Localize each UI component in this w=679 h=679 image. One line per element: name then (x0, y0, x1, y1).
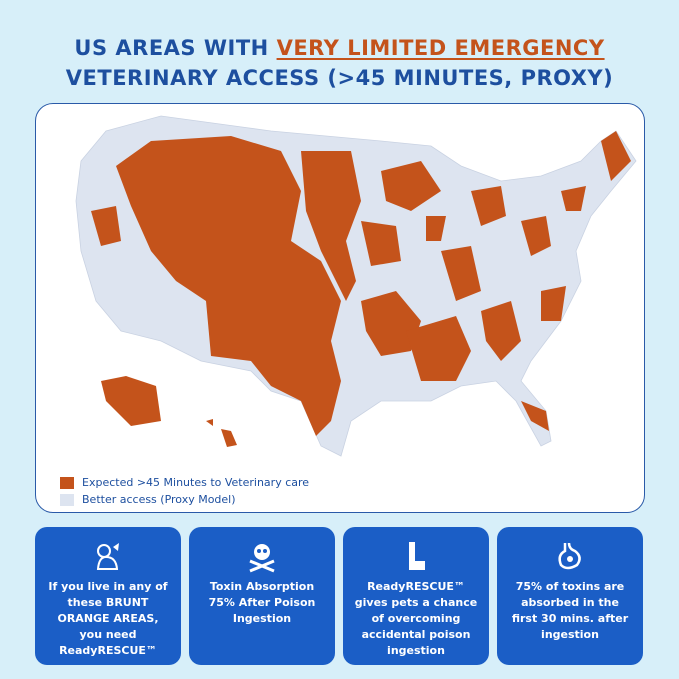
limited-area (601, 131, 631, 181)
limited-area (406, 316, 471, 381)
limited-area (361, 291, 421, 356)
legend-swatch (60, 493, 74, 506)
limited-area (361, 221, 401, 266)
product-icon (409, 542, 425, 570)
card-text: 75% of toxins are absorbed in the first … (511, 580, 629, 641)
limited-area (206, 419, 237, 447)
legend-label: Better access (Proxy Model) (82, 493, 236, 506)
limited-area (541, 286, 566, 321)
legend-item: Better access (Proxy Model) (60, 493, 236, 506)
legend-swatch (60, 476, 74, 489)
info-card: If you live in any of these BRUNT ORANGE… (35, 527, 181, 665)
limited-area (441, 246, 481, 301)
info-card: 75% of toxins are absorbed in the first … (497, 527, 643, 665)
map-card: Expected >45 Minutes to Veterinary care … (35, 103, 645, 513)
us-map (75, 115, 637, 457)
title-prefix: US AREAS WITH (74, 36, 269, 60)
card-text: ReadyRESCUE™ gives pets a chance of over… (354, 580, 478, 657)
limited-area (426, 216, 446, 241)
title-highlight: VERY LIMITED EMERGENCY (276, 36, 605, 60)
limited-area (301, 151, 361, 301)
title-line-2: VETERINARY ACCESS (>45 MINUTES, PROXY) (65, 66, 614, 90)
limited-area (381, 161, 441, 211)
limited-area (521, 216, 551, 256)
stomach-icon (558, 542, 581, 570)
limited-area (101, 376, 161, 426)
legend-label: Expected >45 Minutes to Veterinary care (82, 476, 310, 489)
pet-icon (96, 543, 119, 570)
limited-area (116, 136, 341, 436)
limited-access-areas (91, 131, 631, 447)
limited-area (481, 301, 521, 361)
limited-area (471, 186, 506, 226)
title-line-1: US AREAS WITH VERY LIMITED EMERGENCY (0, 36, 679, 60)
info-card: Toxin Absorption 75% After Poison Ingest… (189, 527, 335, 665)
legend-item: Expected >45 Minutes to Veterinary care (60, 476, 309, 489)
info-card: ReadyRESCUE™ gives pets a chance of over… (343, 527, 489, 665)
limited-area (521, 401, 549, 431)
limited-area (91, 206, 121, 246)
card-text: If you live in any of these BRUNT ORANGE… (48, 580, 168, 657)
card-text: Toxin Absorption 75% After Poison Ingest… (208, 580, 316, 625)
limited-area (561, 186, 586, 211)
poison-icon (249, 544, 275, 573)
